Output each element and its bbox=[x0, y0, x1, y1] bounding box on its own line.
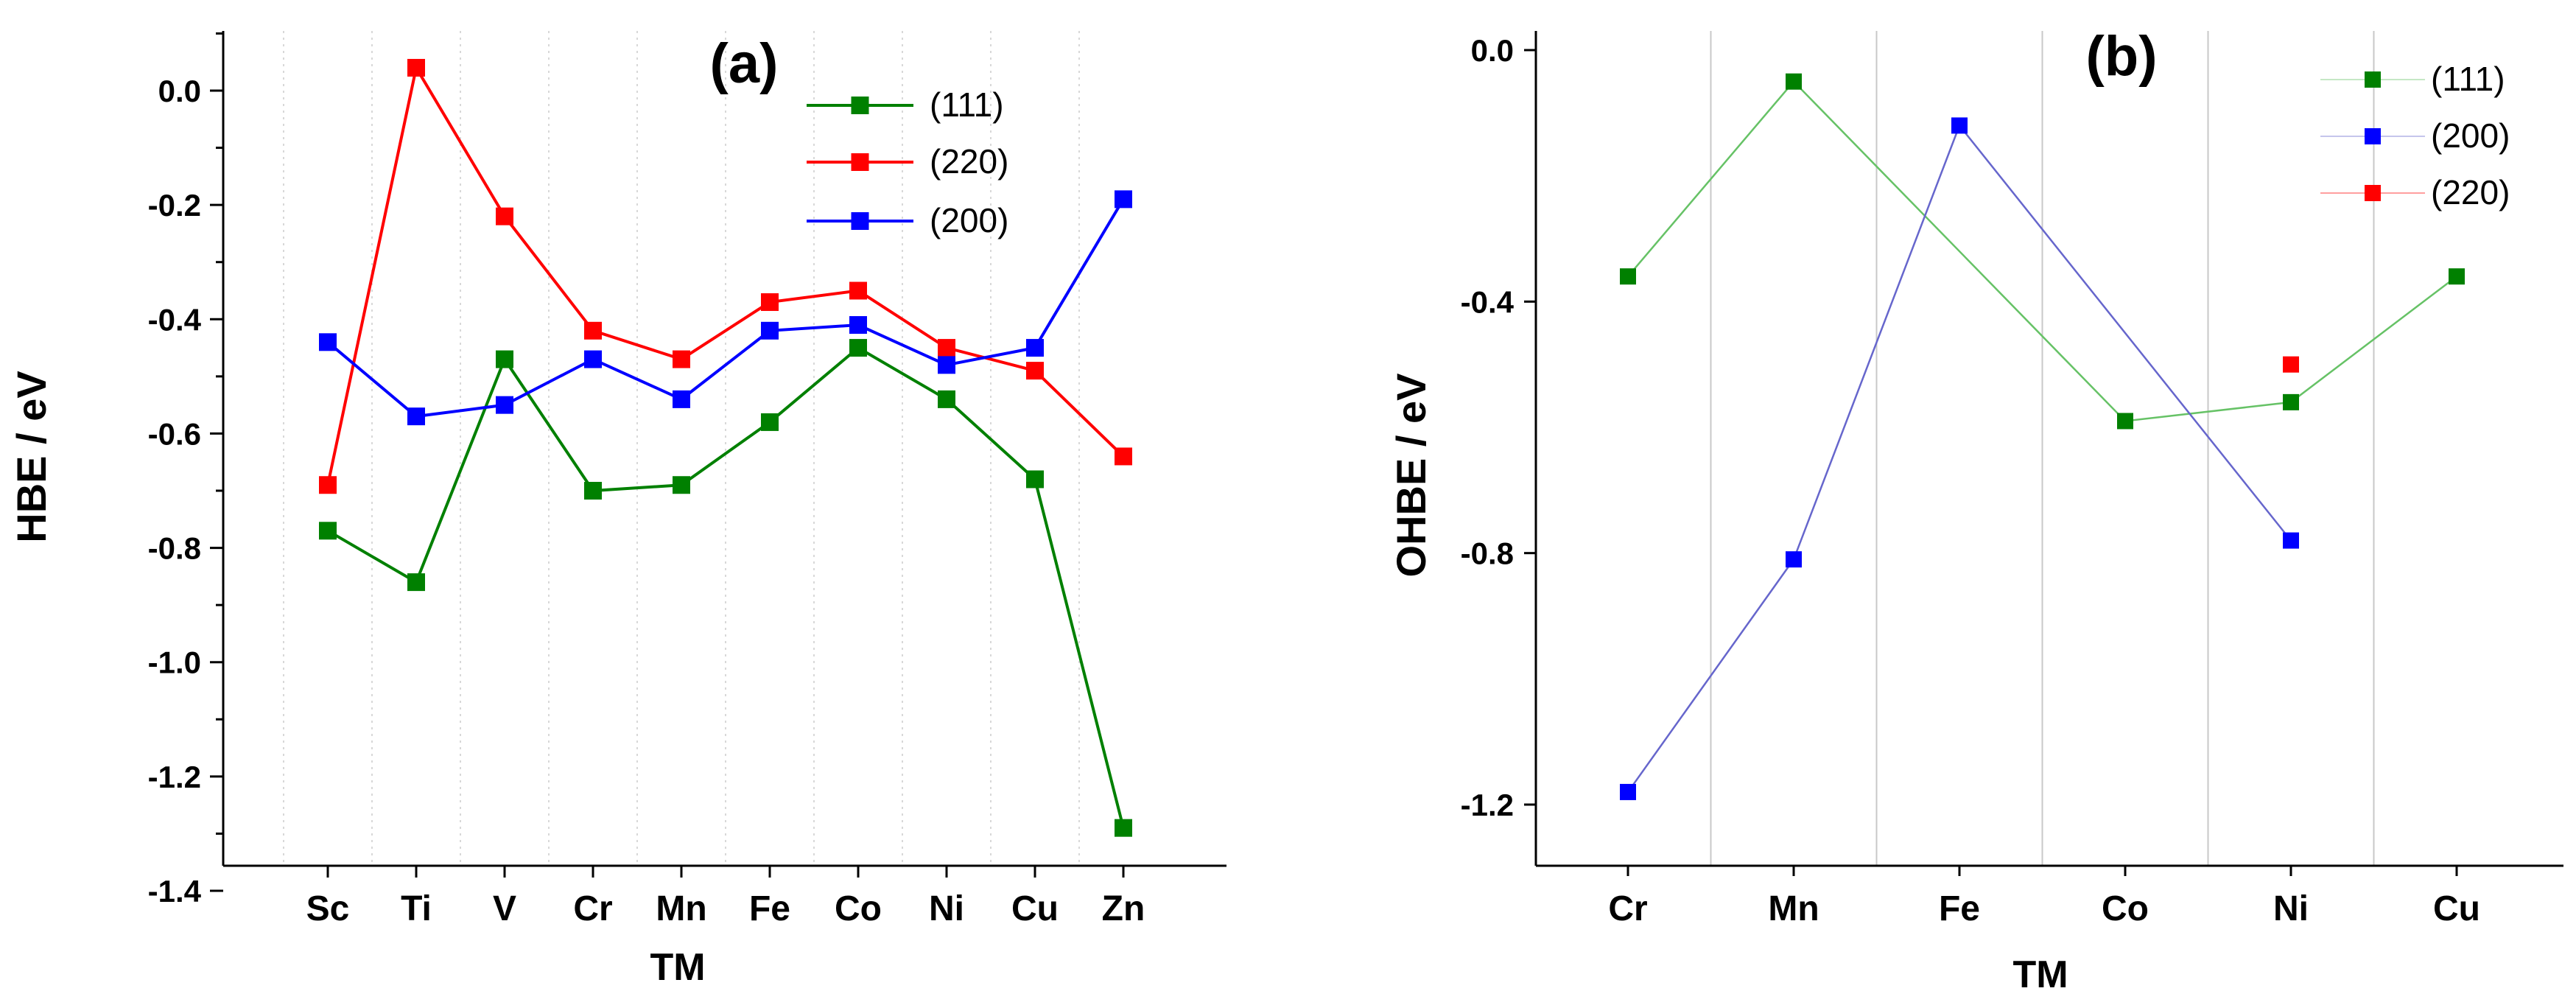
data-point bbox=[1620, 783, 1636, 800]
data-point bbox=[2449, 268, 2465, 285]
data-point bbox=[584, 321, 602, 340]
data-point bbox=[584, 482, 602, 500]
data-point bbox=[496, 350, 513, 368]
data-point bbox=[938, 356, 955, 374]
data-point bbox=[1026, 362, 1044, 380]
x-tick-label: V bbox=[493, 889, 516, 928]
y-tick-label: -0.8 bbox=[148, 531, 201, 566]
legend-marker bbox=[2365, 128, 2381, 144]
x-axis-title: TM bbox=[2012, 953, 2068, 996]
legend-marker bbox=[851, 97, 869, 114]
y-tick-label: -0.8 bbox=[1461, 536, 1514, 571]
data-point bbox=[1026, 470, 1044, 489]
series-line bbox=[326, 63, 1125, 486]
data-point bbox=[1786, 551, 1802, 568]
x-tick-label: Mn bbox=[656, 889, 706, 928]
panel-label-b: (b) bbox=[2085, 25, 2157, 88]
data-point bbox=[761, 413, 779, 431]
y-tick-label: -1.2 bbox=[148, 760, 201, 794]
data-point bbox=[1620, 268, 1636, 285]
data-point bbox=[1115, 447, 1132, 466]
x-tick-label: Sc bbox=[306, 889, 350, 928]
y-tick-label: -0.4 bbox=[1461, 284, 1515, 319]
data-point bbox=[673, 476, 690, 494]
data-point bbox=[1115, 819, 1132, 837]
x-tick-label: Fe bbox=[749, 889, 790, 928]
x-tick-label: Co bbox=[835, 889, 882, 928]
legend-label: (200) bbox=[2431, 116, 2510, 155]
y-tick-label: -0.6 bbox=[148, 416, 201, 451]
data-point bbox=[938, 390, 955, 408]
legend-marker bbox=[851, 153, 869, 171]
x-tick-label: Ni bbox=[2273, 889, 2309, 928]
legend-label: (220) bbox=[930, 142, 1008, 181]
data-point bbox=[849, 281, 867, 300]
data-point bbox=[1115, 190, 1132, 209]
chart-panel-b: 0.0 -0.4 -0.8 -1.2 Cr Mn Fe Co Ni Cu TM OHBE / eV (b… bbox=[1388, 25, 2563, 996]
y-tick-label: -1.4 bbox=[148, 874, 202, 908]
data-point bbox=[673, 390, 690, 408]
data-point bbox=[2283, 532, 2299, 549]
data-point bbox=[761, 321, 779, 340]
data-point bbox=[319, 522, 337, 540]
series-line bbox=[326, 346, 1125, 829]
x-tick-label: Cu bbox=[2433, 889, 2480, 928]
data-point bbox=[938, 339, 955, 357]
x-tick-label: Fe bbox=[1939, 889, 1980, 928]
y-axis-title: HBE / eV bbox=[8, 371, 55, 542]
x-tick-label: Cr bbox=[1608, 889, 1647, 928]
panel-label-a: (a) bbox=[710, 32, 779, 95]
x-tick-label: Ni bbox=[929, 889, 964, 928]
legend-marker bbox=[2365, 185, 2381, 201]
legend-label: (111) bbox=[2431, 60, 2505, 98]
x-tick-label: Ti bbox=[401, 889, 432, 928]
x-tick-label: Co bbox=[2102, 889, 2149, 928]
data-point bbox=[2283, 356, 2299, 373]
y-tick-label: 0.0 bbox=[1471, 33, 1514, 68]
legend-marker bbox=[2365, 71, 2381, 88]
y-axis-title: OHBE / eV bbox=[1388, 374, 1434, 578]
data-point bbox=[1786, 73, 1802, 90]
x-tick-label: Zn bbox=[1102, 889, 1145, 928]
data-point bbox=[2117, 413, 2133, 430]
data-point bbox=[673, 350, 690, 368]
y-tick-label: -0.2 bbox=[148, 188, 201, 223]
chart-panel-a: 0.0 -0.2 -0.4 -0.6 -0.8 -1.0 -1.2 -1.4 Sc Ti V Cr Mn… bbox=[8, 31, 1226, 989]
data-point bbox=[584, 350, 602, 368]
data-point bbox=[761, 293, 779, 312]
legend-label: (220) bbox=[2431, 173, 2510, 211]
data-point bbox=[496, 207, 513, 225]
data-point bbox=[496, 396, 513, 414]
data-point bbox=[849, 316, 867, 335]
x-tick-label: Cu bbox=[1011, 889, 1059, 928]
y-tick-label: -1.0 bbox=[148, 645, 201, 680]
x-tick-label: Mn bbox=[1768, 889, 1819, 928]
x-axis-title: TM bbox=[650, 946, 705, 989]
legend-marker bbox=[851, 212, 869, 230]
legend-label: (200) bbox=[930, 201, 1008, 239]
data-point bbox=[1026, 339, 1044, 357]
data-point bbox=[2283, 393, 2299, 410]
series-line bbox=[326, 198, 1125, 419]
legend-label: (111) bbox=[930, 85, 1004, 124]
y-tick-label: 0.0 bbox=[158, 74, 201, 108]
data-point bbox=[319, 333, 337, 351]
data-point bbox=[407, 58, 425, 77]
data-point bbox=[1951, 117, 1968, 134]
y-tick-label: -1.2 bbox=[1461, 788, 1514, 822]
x-tick-label: Cr bbox=[573, 889, 612, 928]
data-point bbox=[849, 339, 867, 357]
data-point bbox=[407, 573, 425, 592]
y-tick-label: -0.4 bbox=[148, 302, 202, 337]
data-point bbox=[407, 407, 425, 426]
series-line bbox=[1626, 123, 2292, 793]
data-point bbox=[319, 476, 337, 494]
